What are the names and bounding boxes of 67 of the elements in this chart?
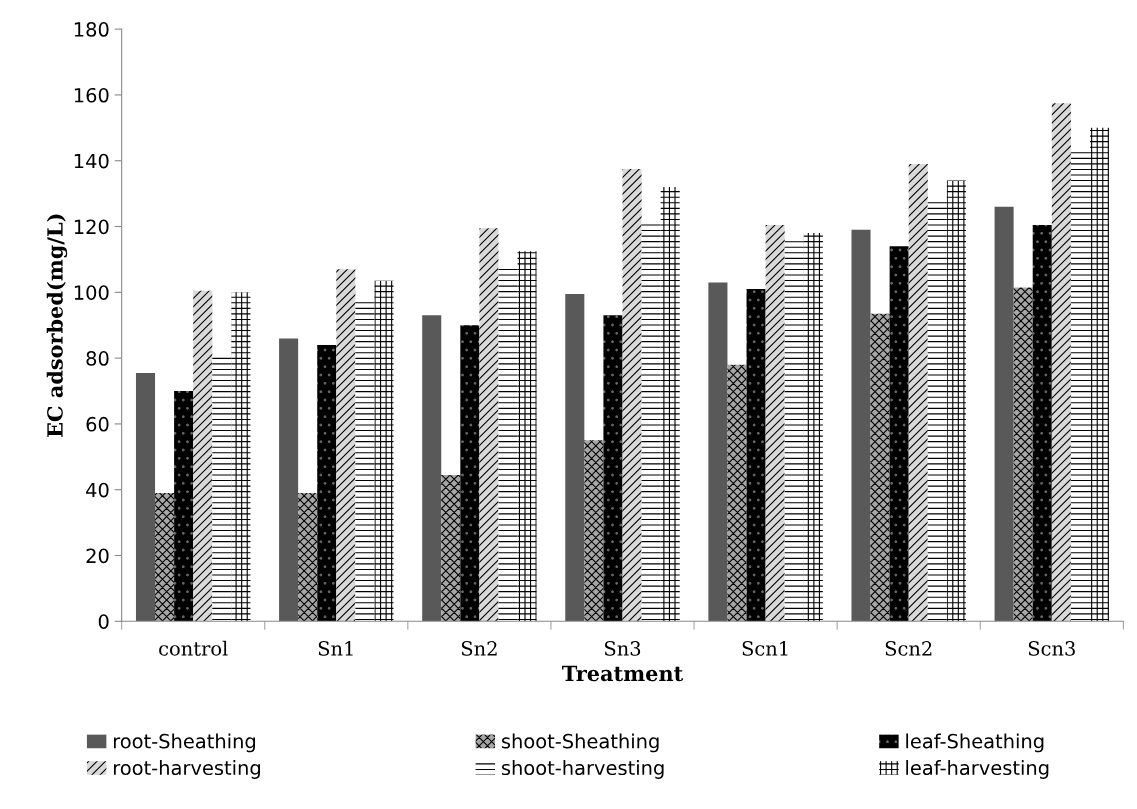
bar (927, 200, 947, 622)
bar (994, 206, 1014, 622)
x-tick-label: Sn3 (605, 641, 641, 656)
bar (135, 372, 156, 622)
bar (441, 474, 461, 622)
bar (784, 241, 804, 622)
bar (174, 391, 194, 622)
y-tick-label: 20 (86, 548, 109, 564)
bar (746, 289, 766, 622)
bar (298, 493, 318, 622)
x-tick-label: Scn1 (742, 641, 788, 656)
legend-label: root-harvesting (113, 760, 260, 779)
bar (155, 493, 175, 622)
legend-label: leaf-Sheathing (906, 733, 1044, 753)
x-tick-label: Scn3 (1028, 641, 1075, 656)
y-tick-label: 100 (74, 285, 109, 300)
bar (641, 219, 661, 622)
bar (336, 269, 356, 622)
bar (1032, 224, 1052, 622)
bar (870, 313, 890, 622)
bar (565, 293, 585, 622)
x-axis-title: Treatment (562, 665, 684, 682)
x-tick-label: control (159, 640, 228, 656)
legend-label: shoot-Sheathing (501, 733, 659, 753)
y-tick-label: 140 (74, 153, 109, 169)
legend-label: leaf-harvesting (906, 760, 1049, 779)
bar (317, 344, 337, 622)
bar (498, 266, 518, 622)
bar (660, 187, 680, 622)
x-tick-label: Sn1 (318, 641, 353, 656)
bar (584, 440, 604, 622)
bar (1070, 149, 1090, 622)
x-tick-label: Scn2 (885, 641, 932, 656)
bar (908, 164, 928, 622)
bar (422, 315, 442, 622)
bar (1051, 103, 1071, 622)
bar (889, 246, 909, 622)
bar (1089, 127, 1110, 622)
bar (517, 251, 537, 622)
bar (212, 356, 232, 622)
bar (279, 338, 299, 622)
legend-label: shoot-harvesting (501, 760, 664, 779)
y-tick-label: 80 (86, 351, 109, 366)
bar (603, 315, 623, 622)
bar (622, 168, 642, 622)
bar (946, 180, 966, 622)
y-tick-label: 180 (74, 22, 109, 37)
legend-label: root-Sheathing (113, 733, 255, 753)
bar (708, 282, 728, 622)
bar (193, 290, 213, 622)
y-tick-label: 60 (86, 416, 109, 432)
bar (765, 224, 785, 622)
bar (460, 325, 480, 622)
y-tick-label: 40 (86, 482, 109, 498)
bar (851, 229, 871, 622)
y-axis-title: EC adsorbed(mg/L) (46, 214, 68, 437)
bar (727, 364, 747, 622)
y-tick-label: 120 (74, 219, 109, 235)
y-tick-label: 0 (98, 614, 109, 629)
bar (1013, 287, 1033, 622)
bar (355, 298, 375, 622)
y-tick-label: 160 (74, 87, 109, 103)
bar (374, 280, 394, 622)
bar (479, 228, 499, 622)
x-tick-label: Sn2 (461, 641, 497, 656)
bar (231, 292, 251, 622)
bar (803, 233, 823, 622)
